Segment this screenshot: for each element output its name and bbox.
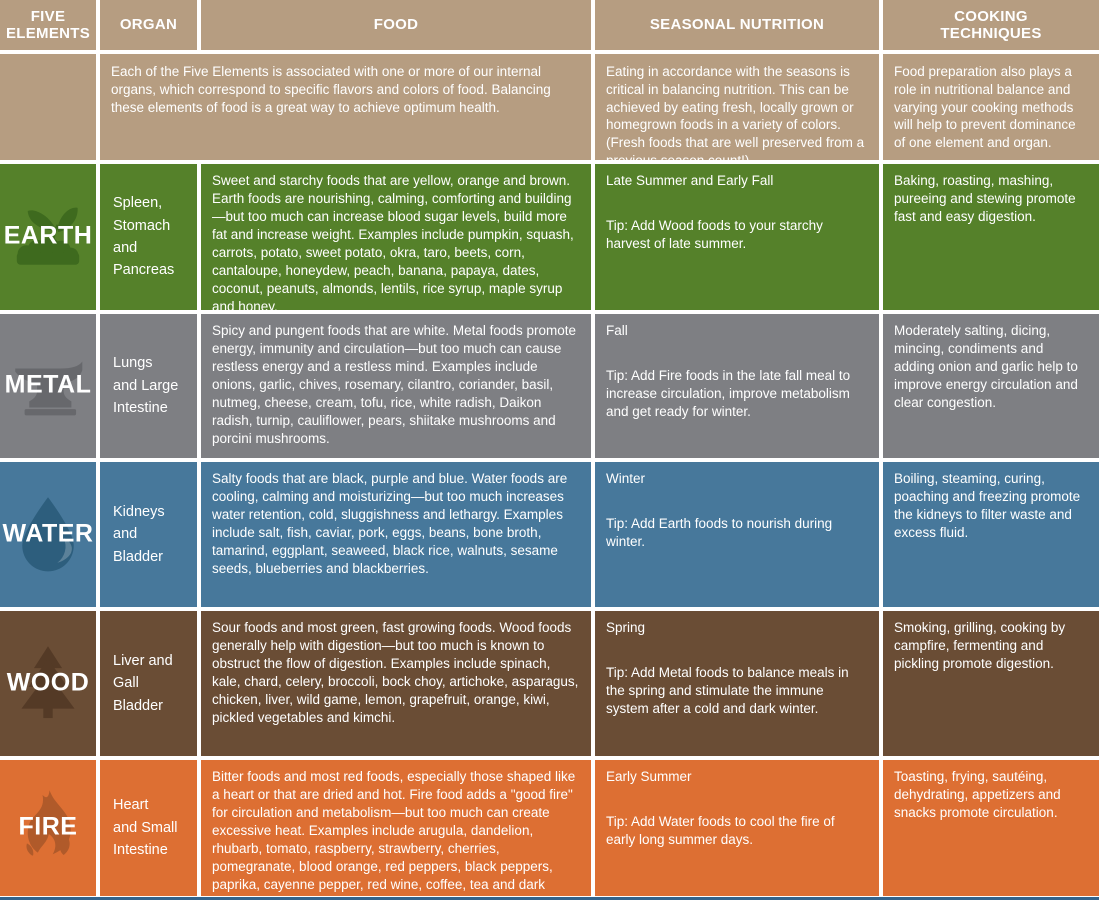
- cooking-text: Smoking, grilling, cooking by campfire, …: [894, 620, 1066, 671]
- food-text: Spicy and pungent foods that are white. …: [212, 323, 576, 446]
- seasonal-cell-metal: Fall Tip: Add Fire foods in the late fal…: [595, 314, 879, 458]
- element-label: EARTH: [3, 221, 93, 250]
- season-text: Spring: [606, 620, 646, 635]
- element-label: FIRE: [18, 812, 78, 841]
- element-label: METAL: [4, 370, 92, 399]
- food-text: Bitter foods and most red foods, especia…: [212, 769, 576, 896]
- organ-cell-metal: Lungs and Large Intestine: [100, 314, 197, 458]
- intro-spacer-cell: [0, 54, 96, 160]
- intro-seasonal-text: Eating in accordance with the seasons is…: [595, 54, 879, 160]
- season-tip-text: Tip: Add Wood foods to your starchy harv…: [606, 217, 823, 251]
- food-text: Sweet and starchy foods that are yellow,…: [212, 173, 574, 310]
- organ-text: Spleen, Stomach and Pancreas: [113, 195, 175, 279]
- element-cell-wood: WOOD: [0, 611, 96, 756]
- anvil-icon: [15, 361, 83, 416]
- cooking-text: Baking, roasting, mashing, pureeing and …: [894, 173, 1076, 224]
- cooking-cell-wood: Smoking, grilling, cooking by campfire, …: [883, 611, 1099, 756]
- food-cell-fire: Bitter foods and most red foods, especia…: [201, 760, 591, 896]
- flame-icon: [26, 790, 71, 856]
- food-text: Sour foods and most green, fast growing …: [212, 620, 579, 725]
- cooking-cell-fire: Toasting, frying, sautéing, dehydrating,…: [883, 760, 1099, 896]
- food-cell-wood: Sour foods and most green, fast growing …: [201, 611, 591, 756]
- seasonal-cell-water: Winter Tip: Add Earth foods to nourish d…: [595, 462, 879, 607]
- seasonal-cell-fire: Early Summer Tip: Add Water foods to coo…: [595, 760, 879, 896]
- header-cell-food: FOOD: [201, 0, 591, 50]
- bottom-edge-line: [0, 897, 1099, 900]
- header-cell-organ: ORGAN: [100, 0, 197, 50]
- element-label: WATER: [2, 518, 94, 547]
- organ-text: Heart and Small Intestine: [113, 797, 178, 859]
- season-text: Winter: [606, 471, 646, 486]
- sprout-in-soil-icon: [16, 207, 80, 265]
- season-tip-text: Tip: Add Metal foods to balance meals in…: [606, 664, 849, 716]
- organ-cell-fire: Heart and Small Intestine: [100, 760, 197, 896]
- season-tip-text: Tip: Add Fire foods in the late fall mea…: [606, 367, 851, 419]
- season-tip-text: Tip: Add Earth foods to nourish during w…: [606, 515, 833, 549]
- food-cell-water: Salty foods that are black, purple and b…: [201, 462, 591, 607]
- seasonal-cell-earth: Late Summer and Early Fall Tip: Add Wood…: [595, 164, 879, 310]
- header-cell-five-elements: FIVE ELEMENTS: [0, 0, 96, 50]
- water-drop-icon: [22, 496, 74, 571]
- organ-cell-earth: Spleen, Stomach and Pancreas: [100, 164, 197, 310]
- organ-text: Lungs and Large Intestine: [113, 355, 179, 417]
- season-tip-text: Tip: Add Water foods to cool the fire of…: [606, 813, 835, 847]
- organ-text: Kidneys and Bladder: [113, 503, 165, 565]
- element-cell-metal: METAL: [0, 314, 96, 458]
- cooking-text: Toasting, frying, sautéing, dehydrating,…: [894, 769, 1061, 820]
- season-text: Late Summer and Early Fall: [606, 173, 774, 188]
- element-cell-water: WATER: [0, 462, 96, 607]
- food-cell-metal: Spicy and pungent foods that are white. …: [201, 314, 591, 458]
- header-cell-seasonal-nutrition: SEASONAL NUTRITION: [595, 0, 879, 50]
- seasonal-cell-wood: Spring Tip: Add Metal foods to balance m…: [595, 611, 879, 756]
- organ-cell-water: Kidneys and Bladder: [100, 462, 197, 607]
- element-cell-earth: EARTH: [0, 164, 96, 310]
- intro-cooking-text: Food preparation also plays a role in nu…: [883, 54, 1099, 160]
- food-text: Salty foods that are black, purple and b…: [212, 471, 568, 576]
- organ-cell-wood: Liver and Gall Bladder: [100, 611, 197, 756]
- cooking-cell-metal: Moderately salting, dicing, mincing, con…: [883, 314, 1099, 458]
- food-cell-earth: Sweet and starchy foods that are yellow,…: [201, 164, 591, 310]
- cooking-text: Boiling, steaming, curing, poaching and …: [894, 471, 1081, 540]
- cooking-text: Moderately salting, dicing, mincing, con…: [894, 323, 1078, 410]
- cooking-cell-water: Boiling, steaming, curing, poaching and …: [883, 462, 1099, 607]
- element-cell-fire: FIRE: [0, 760, 96, 896]
- cooking-cell-earth: Baking, roasting, mashing, pureeing and …: [883, 164, 1099, 310]
- season-text: Early Summer: [606, 769, 692, 784]
- element-label: WOOD: [6, 667, 90, 696]
- pine-tree-icon: [21, 645, 75, 718]
- header-cell-cooking-techniques: COOKING TECHNIQUES: [883, 0, 1099, 50]
- intro-elements-text: Each of the Five Elements is associated …: [100, 54, 591, 160]
- organ-text: Liver and Gall Bladder: [113, 652, 173, 714]
- season-text: Fall: [606, 323, 628, 338]
